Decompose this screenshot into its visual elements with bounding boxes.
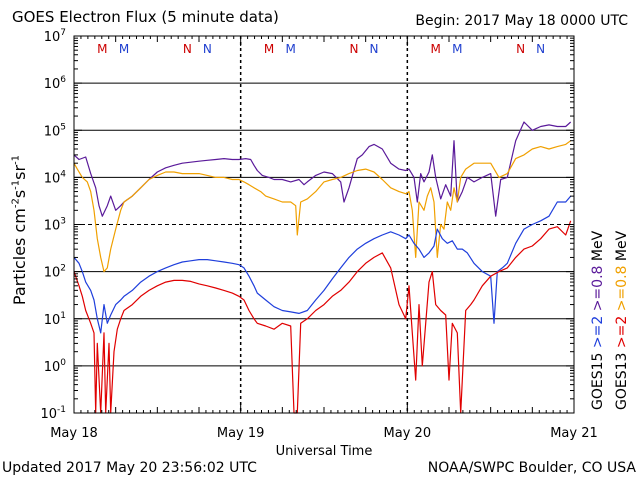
series-line xyxy=(73,220,572,414)
y-tick-exponent: 1 xyxy=(60,311,66,321)
marker-label: M xyxy=(264,42,274,56)
marker-label: M xyxy=(285,42,295,56)
marker-label: M xyxy=(119,42,129,56)
series-line xyxy=(73,195,572,334)
chart-begin-time: Begin: 2017 May 18 0000 UTC xyxy=(415,13,628,29)
y-tick-label: 100 xyxy=(44,358,67,375)
y-axis-label-exp2: -1 xyxy=(10,179,22,190)
y-axis-label-exp3: -1 xyxy=(10,154,22,165)
y-tick-base: 10 xyxy=(44,124,61,139)
legend-label: GOES13 >=2 >=0.8 MeV xyxy=(614,230,630,410)
legend-label-part: >=2 xyxy=(614,316,630,348)
marker-label: N xyxy=(536,42,545,56)
legend-label-part: >=0.8 xyxy=(614,266,630,312)
y-tick-exponent: 0 xyxy=(60,358,66,368)
y-axis-label: Particles cm-2s-1sr-1 xyxy=(10,140,30,320)
y-axis-label-exp1: -2 xyxy=(10,198,22,209)
y-tick-exponent: 3 xyxy=(60,217,66,227)
y-tick-base: 10 xyxy=(44,313,61,328)
marker-label: N xyxy=(183,42,192,56)
y-tick-exponent: 2 xyxy=(60,264,66,274)
series-line xyxy=(73,121,572,217)
x-tick-label: May 21 xyxy=(550,426,598,441)
marker-label: N xyxy=(516,42,525,56)
y-tick-label: 107 xyxy=(44,28,66,45)
y-tick-label: 101 xyxy=(44,311,66,328)
marker-label: N xyxy=(370,42,379,56)
marker-label: M xyxy=(430,42,440,56)
series-line xyxy=(73,140,572,273)
marker-label: M xyxy=(452,42,462,56)
y-tick-exponent: 7 xyxy=(60,28,66,38)
y-axis-label-text: Particles cm xyxy=(10,208,29,306)
y-tick-label: 105 xyxy=(44,122,66,139)
legend-label: GOES15 >=2 >=0.8 MeV xyxy=(590,230,606,410)
chart-title: GOES Electron Flux (5 minute data) xyxy=(12,8,279,26)
plot-frame xyxy=(73,35,575,414)
y-tick-label: 104 xyxy=(44,169,67,186)
legend-label-part: MeV xyxy=(590,230,606,261)
footer-credit: NOAA/SWPC Boulder, CO USA xyxy=(427,460,636,476)
legend-label-part: >=2 xyxy=(590,316,606,348)
y-tick-exponent: 6 xyxy=(60,75,66,85)
x-axis-label: Universal Time xyxy=(276,444,373,459)
y-tick-base: 10 xyxy=(44,171,61,186)
y-tick-label: 103 xyxy=(44,217,66,234)
y-tick-exponent: -1 xyxy=(57,405,66,415)
footer-updated: Updated 2017 May 20 23:56:02 UTC xyxy=(2,460,257,476)
x-tick-label: May 20 xyxy=(384,426,432,441)
y-axis-label-s: s xyxy=(10,189,29,199)
legend-label-part: GOES13 xyxy=(614,353,630,410)
y-tick-base: 10 xyxy=(44,219,61,234)
y-tick-exponent: 5 xyxy=(60,122,66,132)
marker-label: M xyxy=(97,42,107,56)
marker-label: N xyxy=(203,42,212,56)
y-tick-base: 10 xyxy=(44,30,61,45)
y-tick-label: 102 xyxy=(44,264,66,281)
y-tick-label: 10-1 xyxy=(40,405,66,422)
y-tick-base: 10 xyxy=(44,266,61,281)
legend-label-part: MeV xyxy=(614,230,630,261)
y-tick-base: 10 xyxy=(40,407,57,422)
legend-label-part: GOES15 xyxy=(590,353,606,410)
x-tick-label: May 19 xyxy=(217,426,265,441)
y-tick-base: 10 xyxy=(44,360,61,375)
legend-label-part: >=0.8 xyxy=(590,266,606,312)
x-tick-label: May 18 xyxy=(50,426,98,441)
marker-label: N xyxy=(350,42,359,56)
y-axis-label-sr: sr xyxy=(10,164,29,180)
y-tick-exponent: 4 xyxy=(60,169,66,179)
y-tick-base: 10 xyxy=(44,77,61,92)
y-tick-label: 106 xyxy=(44,75,67,92)
